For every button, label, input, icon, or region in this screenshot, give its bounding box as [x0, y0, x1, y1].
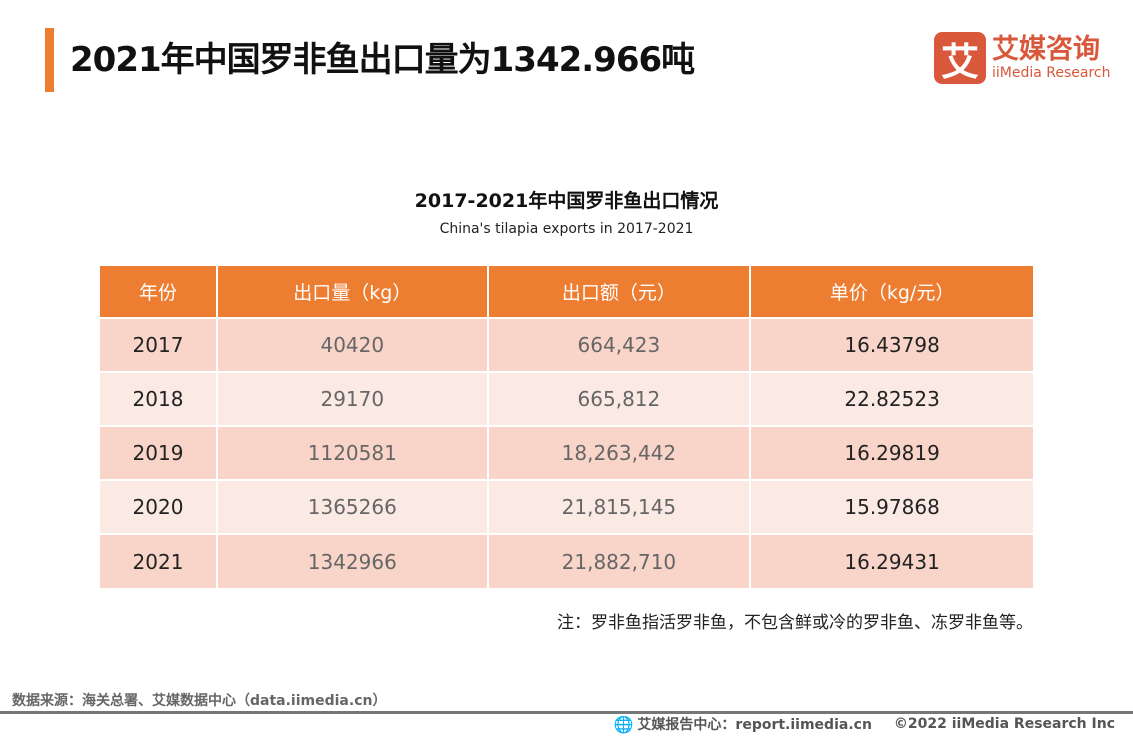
- table-cell: 2021: [100, 533, 218, 588]
- table-subtitle: China's tilapia exports in 2017-2021: [439, 221, 694, 237]
- table-cell: 21,815,145: [487, 479, 752, 534]
- column-header: 出口量（kg）: [216, 266, 489, 318]
- footer: 🌐 艾媒报告中心：report.iimedia.cn ©2022 iiMedia…: [614, 714, 1116, 734]
- globe-icon: 🌐: [613, 714, 634, 734]
- logo-en: iiMedia Research: [992, 65, 1111, 81]
- table-row: 2020 1365266 21,815,145 15.97868: [100, 479, 1033, 534]
- note: 注：罗非鱼指活罗非鱼，不包含鲜或冷的罗非鱼、冻罗非鱼等。: [557, 613, 1033, 633]
- divider: [0, 711, 1133, 714]
- column-header: 单价（kg/元）: [750, 266, 1033, 318]
- logo-mark: 艾: [934, 32, 986, 84]
- report-link[interactable]: 艾媒报告中心：report.iimedia.cn: [637, 717, 872, 733]
- table-cell: 16.29819: [750, 425, 1033, 480]
- table-row: 2021 1342966 21,882,710 16.29431: [100, 533, 1033, 588]
- table-cell: 664,423: [487, 317, 752, 372]
- table-cell: 15.97868: [750, 479, 1033, 534]
- table-cell: 1365266: [216, 479, 489, 534]
- table-cell: 40420: [216, 317, 489, 372]
- table-cell: 22.82523: [750, 371, 1033, 426]
- logo: 艾 艾媒咨询 iiMedia Research: [934, 32, 1111, 84]
- column-header: 出口额（元）: [487, 266, 752, 318]
- table-row: 2019 1120581 18,263,442 16.29819: [100, 425, 1033, 480]
- table-title: 2017-2021年中国罗非鱼出口情况: [414, 190, 719, 212]
- logo-cn: 艾媒咨询: [992, 34, 1100, 65]
- table-row: 2017 40420 664,423 16.43798: [100, 317, 1033, 372]
- table-cell: 29170: [216, 371, 489, 426]
- table-cell: 2020: [100, 479, 218, 534]
- table-cell: 1342966: [216, 533, 489, 588]
- table-cell: 2018: [100, 371, 218, 426]
- column-header: 年份: [100, 266, 218, 318]
- copyright: ©2022 iiMedia Research Inc: [893, 716, 1115, 732]
- data-source: 数据来源：海关总署、艾媒数据中心（data.iimedia.cn）: [12, 693, 387, 709]
- table-cell: 16.29431: [750, 533, 1033, 588]
- page-title: 2021年中国罗非鱼出口量为1342.966吨: [70, 40, 695, 80]
- table-cell: 665,812: [487, 371, 752, 426]
- table-cell: 21,882,710: [487, 533, 752, 588]
- table-row: 2018 29170 665,812 22.82523: [100, 371, 1033, 426]
- table-cell: 18,263,442: [487, 425, 752, 480]
- table-cell: 2019: [100, 425, 218, 480]
- table-cell: 1120581: [216, 425, 489, 480]
- table-cell: 16.43798: [750, 317, 1033, 372]
- table-cell: 2017: [100, 317, 218, 372]
- title-accent-bar: [45, 28, 54, 92]
- exports-table: 年份 出口量（kg） 出口额（元） 单价（kg/元） 2017 40420 664,423…: [100, 266, 1033, 588]
